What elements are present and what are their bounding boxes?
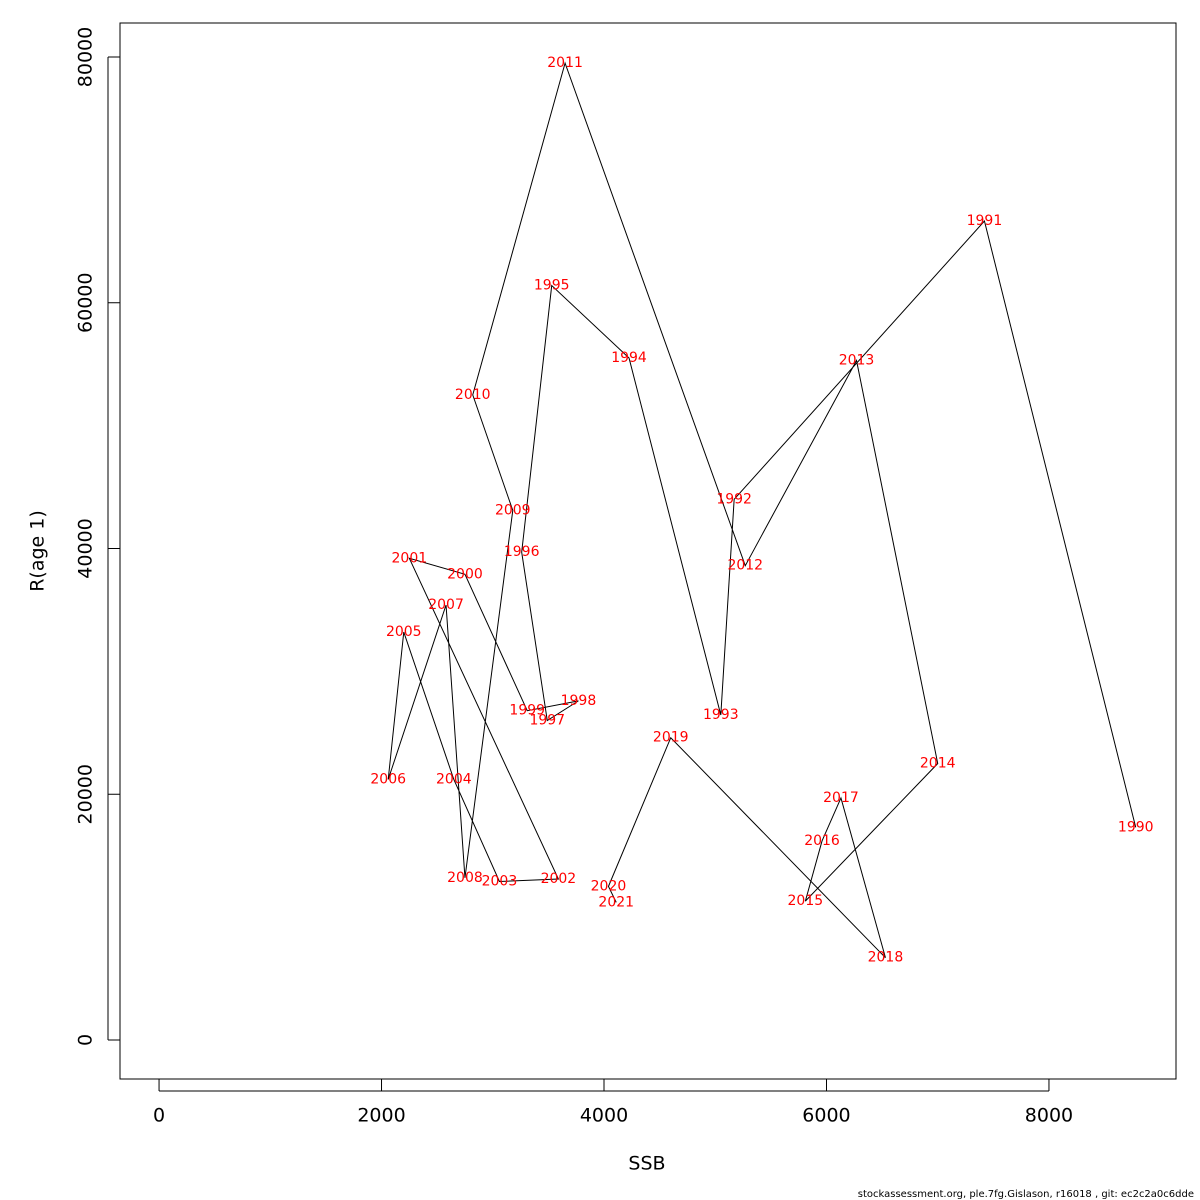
y-axis-label: R(age 1) [27,510,49,592]
x-tick-label: 2000 [357,1105,405,1127]
point-label: 2016 [804,833,840,849]
point-label: 2009 [495,502,531,518]
point-label: 2011 [547,55,583,71]
point-label: 1999 [509,703,545,719]
point-label: 2007 [428,597,464,613]
point-label: 1997 [529,713,565,729]
footer: stockassessment.org, ple.7fg.Gislason, r… [858,1189,1194,1200]
point-label: 2013 [839,353,875,369]
point-label: 2018 [868,950,904,966]
point-label: 2015 [788,893,824,909]
y-tick-label: 20000 [75,764,97,824]
x-axis-label: SSB [628,1153,665,1175]
point-label: 2003 [482,873,518,889]
point-label: 1992 [716,491,752,507]
trajectory-line [387,61,1137,959]
point-label: 2020 [591,878,627,894]
point-label: 1994 [611,350,647,366]
point-label: 1991 [967,213,1003,229]
point-label: 2017 [823,790,859,806]
point-label: 2006 [370,772,406,788]
point-label: 2014 [920,756,956,772]
point-label: 2019 [653,730,689,746]
point-label: 1993 [703,707,739,723]
point-label: 2021 [598,894,634,910]
point-label: 1998 [561,693,597,709]
y-tick-label: 0 [75,1034,97,1046]
point-label: 2002 [541,871,577,887]
plot-frame [119,22,1177,1080]
point-label: 1995 [534,278,570,294]
point-label: 2001 [392,550,428,566]
point-label: 2004 [436,772,472,788]
point-label: 2000 [447,566,483,582]
y-tick-label: 40000 [75,518,97,578]
point-label: 1996 [504,544,540,560]
x-tick-label: 0 [153,1105,165,1127]
point-label: 2005 [386,624,422,640]
x-tick-label: 4000 [580,1105,628,1127]
point-label: 2010 [455,387,491,403]
y-tick-label: 80000 [75,27,97,87]
x-tick-label: 6000 [802,1105,850,1127]
y-tick-label: 60000 [75,273,97,333]
point-label: 2008 [447,870,483,886]
x-tick-label: 8000 [1025,1105,1073,1127]
point-label: 2012 [727,558,763,574]
point-label: 1990 [1118,819,1154,835]
